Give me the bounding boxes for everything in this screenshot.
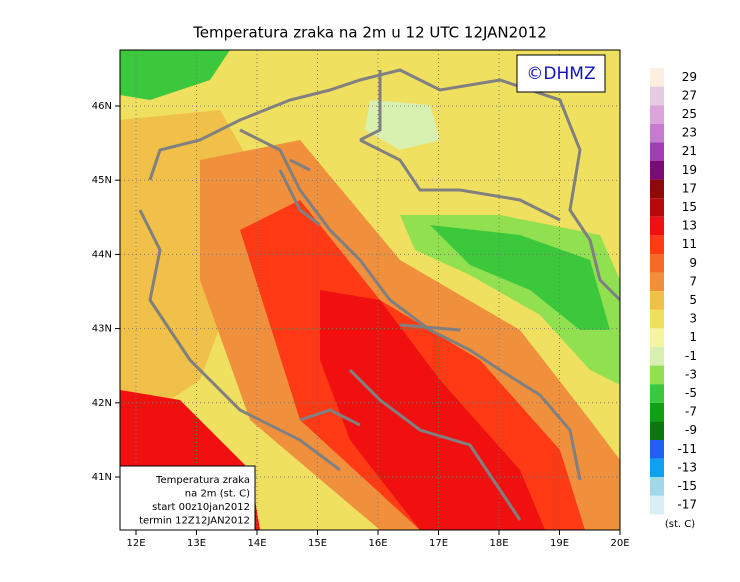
field [120, 50, 230, 100]
colorbar-box [650, 309, 664, 329]
colorbar-box [650, 179, 664, 199]
colorbar-box [650, 402, 664, 422]
y-tick-label: 45N [92, 175, 112, 186]
colorbar-label: -5 [685, 386, 697, 400]
colorbar-label: -3 [685, 367, 697, 381]
colorbar-box [650, 458, 664, 478]
title: Temperatura zraka na 2m u 12 UTC 12JAN20… [192, 24, 547, 42]
colorbar-box [650, 142, 664, 161]
x-tick-label: 16E [368, 538, 387, 549]
colorbar-box [650, 440, 664, 459]
y-tick-label: 44N [92, 249, 112, 260]
colorbar-label: 15 [682, 200, 697, 214]
colorbar-label: 27 [682, 88, 697, 102]
colorbar-label: 13 [682, 219, 697, 233]
logo-box [516, 54, 606, 93]
colorbar-unit: (st. C) [665, 519, 695, 530]
x-tick-label: 19E [550, 538, 569, 549]
map-frame [119, 49, 621, 531]
colorbar-box [650, 421, 664, 440]
colorbar-label: -1 [685, 349, 697, 363]
colorbar-label: -7 [685, 405, 697, 419]
x-tick-label: 20E [610, 538, 629, 549]
colorbar-label: 5 [689, 293, 697, 307]
colorbar-box [650, 216, 664, 236]
colorbar-box [650, 347, 664, 366]
info-line: Temperatura zraka [155, 475, 250, 486]
colorbar-box [650, 254, 664, 273]
map [120, 50, 620, 530]
colorbar-box [650, 123, 664, 143]
colorbar-label: 9 [689, 256, 697, 270]
colorbar-box [650, 495, 664, 515]
colorbar-label: 19 [682, 163, 697, 177]
colorbar-label: 7 [689, 274, 697, 288]
colorbar: 29 27 25 23 21 19 17 15 13 11 9 7 5 3 1 -1 -3 -5 -7 -9 -11 -1… [650, 68, 697, 515]
colorbar-label: 25 [682, 107, 697, 121]
x-tick-label: 13E [187, 538, 206, 549]
field [320, 290, 545, 530]
colorbar-box [650, 86, 664, 106]
info-line: start 00z10jan2012 [152, 502, 250, 513]
colorbar-label: 11 [682, 237, 697, 251]
y-tick-label: 41N [92, 472, 112, 483]
colorbar-label: -13 [677, 460, 697, 474]
colorbar-label: -11 [677, 442, 697, 456]
colorbar-box [650, 68, 664, 87]
y-tick-label: 42N [92, 398, 112, 409]
colorbar-box [650, 161, 664, 180]
colorbar-label: -15 [677, 479, 697, 493]
colorbar-box [650, 291, 664, 310]
colorbar-label: 23 [682, 126, 697, 140]
colorbar-label: 3 [689, 312, 697, 326]
x-tick-label: 12E [126, 538, 145, 549]
colorbar-label: 1 [689, 330, 697, 344]
x-tick-label: 18E [489, 538, 508, 549]
colorbar-box [650, 328, 664, 347]
info-text: Temperatura zraka na 2m (st. C) start 00z1… [139, 475, 250, 527]
x-tick-label: 15E [308, 538, 327, 549]
colorbar-box [650, 477, 664, 496]
field [430, 225, 610, 330]
info-box [119, 465, 256, 531]
colorbar-label: 17 [682, 181, 697, 195]
graticule [120, 50, 620, 530]
colorbar-label: -17 [677, 498, 697, 512]
axes: 12E 13E 14E 15E 16E 17E 18E 19E 20E 46N 45N 44N 43N 4… [92, 101, 630, 549]
colorbar-box [650, 365, 664, 385]
colorbar-label: 29 [682, 70, 697, 84]
colorbar-box [650, 105, 664, 124]
logo: ©DHMZ [526, 64, 595, 84]
y-tick-label: 43N [92, 324, 112, 335]
colorbar-box [650, 384, 664, 403]
colorbar-box [650, 235, 664, 254]
x-tick-label: 14E [247, 538, 266, 549]
colorbar-box [650, 198, 664, 217]
x-tick-label: 17E [429, 538, 448, 549]
colorbar-box [650, 272, 664, 292]
coastline [138, 68, 620, 521]
info-line: na 2m (st. C) [185, 489, 250, 500]
colorbar-label: 21 [682, 144, 697, 158]
field [365, 100, 440, 150]
y-tick-label: 46N [92, 101, 112, 112]
info-line: termin 12Z12JAN2012 [139, 516, 250, 527]
colorbar-label: -9 [685, 423, 697, 437]
